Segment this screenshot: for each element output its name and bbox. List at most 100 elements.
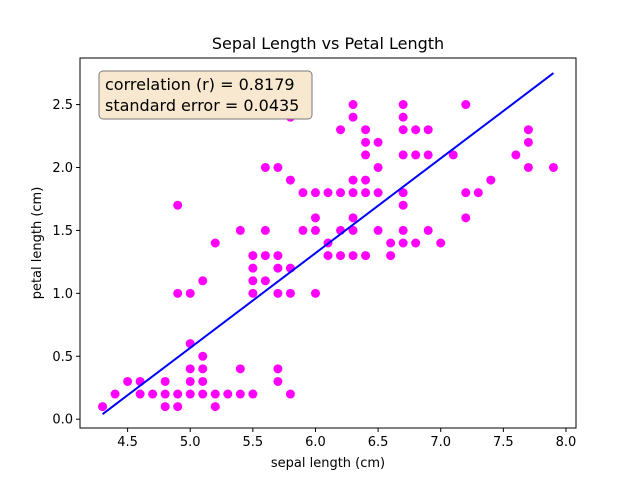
data-point [198,389,208,399]
y-tick-label: 1.0 [52,287,73,302]
data-point [198,276,208,286]
data-point [160,402,170,412]
data-point [273,288,283,298]
data-point [260,251,270,261]
data-point [398,125,408,135]
data-point [523,137,533,147]
data-point [361,150,371,160]
data-point [310,213,320,223]
y-tick-label: 0.5 [52,350,73,365]
data-point [235,364,245,374]
data-point [248,389,258,399]
plot-area [79,57,577,429]
data-point [260,225,270,235]
x-tick-label: 6.0 [305,435,326,450]
x-tick-label: 8.0 [556,435,577,450]
data-point [361,188,371,198]
data-point [273,364,283,374]
y-tick-label: 2.0 [52,161,73,176]
data-point [198,376,208,386]
x-tick-label: 5.5 [243,435,264,450]
data-point [185,288,195,298]
data-point [248,288,258,298]
standard-error-text: standard error = 0.0435 [105,96,299,115]
y-axis-label: petal length (cm) [30,187,45,300]
x-tick-label: 5.0 [180,435,201,450]
data-point [198,351,208,361]
data-point [348,175,358,185]
data-point [348,225,358,235]
data-point [198,364,208,374]
chart-title: Sepal Length vs Petal Length [212,34,444,53]
data-point [110,389,120,399]
data-point [285,288,295,298]
data-point [310,225,320,235]
data-point [398,225,408,235]
data-point [361,175,371,185]
data-point [210,389,220,399]
data-point [285,389,295,399]
data-point [323,251,333,261]
data-point [386,251,396,261]
data-point [361,137,371,147]
data-point [173,200,183,210]
data-point [135,389,145,399]
data-point [248,251,258,261]
data-point [185,364,195,374]
data-point [373,188,383,198]
data-point [423,125,433,135]
data-point [210,402,220,412]
data-point [260,162,270,172]
data-point [173,402,183,412]
regression-line [101,72,555,415]
data-point [398,100,408,110]
data-point [398,188,408,198]
data-point [173,389,183,399]
data-point [235,225,245,235]
data-point [473,188,483,198]
data-point [248,276,258,286]
data-point [348,100,358,110]
data-point [548,162,558,172]
data-point [336,188,346,198]
y-tick-label: 1.5 [52,224,73,239]
data-point [523,162,533,172]
data-point [323,188,333,198]
data-point [411,238,421,248]
x-tick-label: 7.5 [493,435,514,450]
data-point [298,188,308,198]
data-point [461,188,471,198]
data-point [348,251,358,261]
data-point [361,125,371,135]
data-point [398,200,408,210]
data-point [398,238,408,248]
data-point [461,213,471,223]
data-point [273,376,283,386]
data-point [411,125,421,135]
y-tick-label: 2.5 [52,98,73,113]
data-point [523,125,533,135]
data-point [310,288,320,298]
data-point [423,150,433,160]
data-points [98,100,558,412]
data-point [373,162,383,172]
data-point [185,389,195,399]
data-point [461,100,471,110]
data-point [148,389,158,399]
correlation-text: correlation (r) = 0.8179 [105,75,295,94]
data-point [348,112,358,122]
data-point [361,251,371,261]
data-point [486,175,496,185]
data-point [310,188,320,198]
data-point [98,402,108,412]
data-point [436,238,446,248]
data-point [173,288,183,298]
data-point [273,251,283,261]
data-point [373,137,383,147]
data-point [398,112,408,122]
data-point [160,389,170,399]
data-point [423,225,433,235]
data-point [411,150,421,160]
